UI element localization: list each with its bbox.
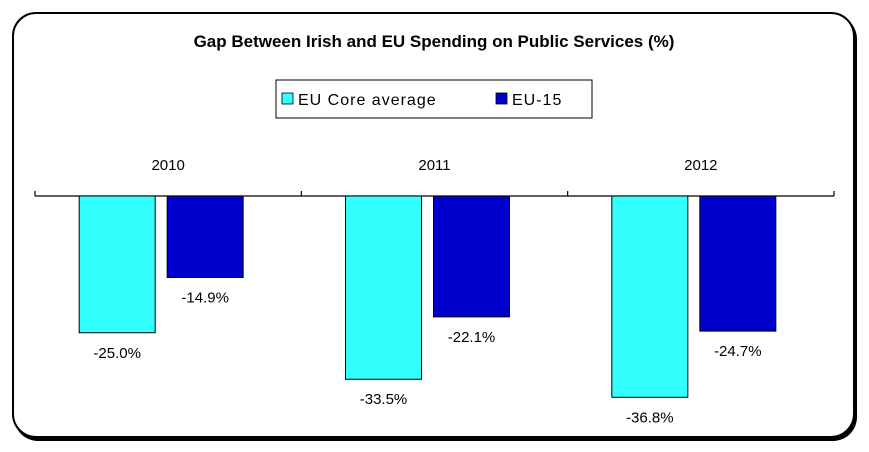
- data-label-eu-15-2010: -14.9%: [181, 290, 229, 307]
- legend-frame: [275, 79, 593, 119]
- legend-label-2: EU-15: [512, 92, 562, 109]
- data-label-eu-core-2011: -33.5%: [360, 391, 408, 408]
- bar-eu-15-2011: [433, 195, 510, 318]
- x-tick-label-2011: 2011: [418, 157, 450, 174]
- data-label-eu-15-2012: -24.7%: [714, 343, 762, 360]
- x-tick-label-2012: 2012: [684, 157, 717, 174]
- data-label-eu-15-2011: -22.1%: [448, 329, 496, 346]
- legend-swatch-2: [495, 92, 508, 105]
- data-label-eu-core-2012: -36.8%: [626, 409, 674, 426]
- x-tick-label-2010: 2010: [151, 157, 184, 174]
- bar-eu-core-2011: [345, 195, 422, 380]
- bar-eu-core-2012: [611, 195, 689, 398]
- data-label-eu-core-2010: -25.0%: [93, 345, 141, 362]
- plot-area: 2010 -25.0% -14.9% 2011 -33.5% -22.1% 2012 -36.…: [34, 157, 835, 426]
- legend-swatch-1: [281, 92, 294, 105]
- chart-title: Gap Between Irish and EU Spending on Pub…: [194, 32, 675, 51]
- legend-label-1: EU Core average: [298, 92, 437, 109]
- bar-eu-core-2010: [78, 195, 156, 334]
- legend: EU Core average EU-15: [275, 79, 593, 119]
- bar-eu-15-2010: [166, 195, 244, 279]
- bar-eu-15-2012: [699, 195, 777, 332]
